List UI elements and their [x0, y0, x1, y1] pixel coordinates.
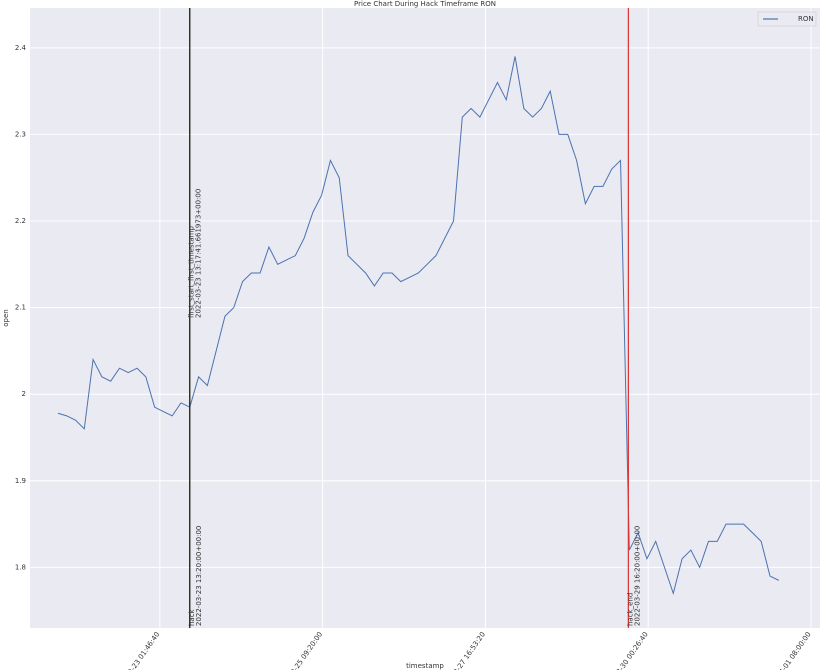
- legend-box: [757, 11, 817, 27]
- annotation: 2022-03-23 13:20:00+00:00: [195, 526, 203, 626]
- y-tick-label: 2: [22, 390, 26, 398]
- x-axis-label: timestamp: [406, 662, 444, 670]
- y-axis-label: open: [2, 309, 10, 326]
- y-tick-label: 2.1: [15, 304, 26, 312]
- annotation: 2022-03-29 16:20:00+00:00: [633, 526, 641, 626]
- x-tick-label: 2022-03-27 16:53:20: [438, 631, 487, 670]
- x-tick-label: 2022-03-30 00:26:40: [601, 631, 650, 670]
- chart-title: Price Chart During Hack Timeframe RON: [354, 0, 496, 8]
- annotation: hack: [188, 608, 196, 626]
- plot-background: [30, 8, 820, 628]
- y-tick-label: 2.2: [15, 217, 26, 225]
- y-tick-label: 2.4: [15, 44, 27, 52]
- series-line: [57, 56, 780, 596]
- annotation: 2022-03-23 13:17:41.661973+00:00: [195, 189, 203, 318]
- x-tick-label: 2022-03-25 09:20:00: [275, 631, 324, 670]
- x-tick-label: 2022-04-01 08:00:00: [763, 631, 812, 670]
- legend-label: RON: [798, 15, 814, 23]
- y-tick-label: 2.3: [15, 130, 26, 138]
- x-tick-label: 2022-03-23 01:46:40: [112, 631, 161, 670]
- y-tick-label: 1.9: [15, 477, 26, 485]
- annotation: first_start_first_timestamp: [188, 226, 196, 318]
- annotation: hack_end: [626, 593, 634, 626]
- y-tick-label: 1.8: [15, 563, 26, 571]
